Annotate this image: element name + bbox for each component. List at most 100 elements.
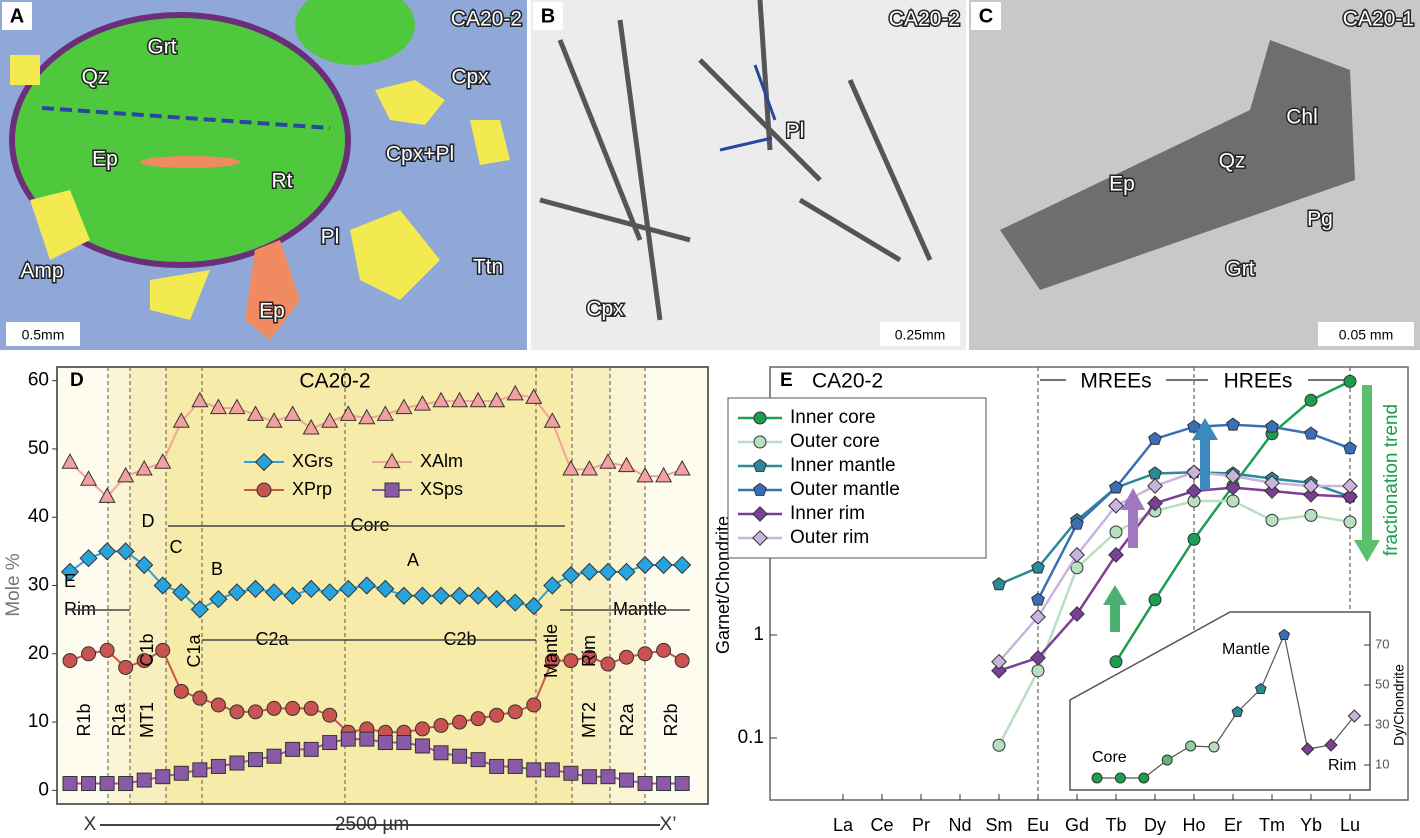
data-point xyxy=(397,736,411,750)
legend-marker xyxy=(385,483,399,497)
label: Ep xyxy=(1109,173,1135,196)
data-point xyxy=(1266,514,1278,526)
y-tick-label: 10 xyxy=(28,711,49,732)
page: A CA20-2 Grt Qz Ep Rt Cpx Cpx+Pl Pl Ttn … xyxy=(0,0,1420,838)
annotation: MREEs xyxy=(1080,370,1151,393)
data-point xyxy=(657,777,671,791)
annotation: Mantle xyxy=(613,599,667,619)
legend-label: Outer core xyxy=(790,431,880,452)
data-point xyxy=(156,770,170,784)
label: Ep xyxy=(259,300,285,323)
data-point xyxy=(249,705,263,719)
data-point xyxy=(471,712,485,726)
annotation: MT1 xyxy=(137,702,157,738)
x-tick-label: Er xyxy=(1224,815,1242,835)
annotation: C2b xyxy=(443,629,476,649)
label: Qz xyxy=(1219,150,1246,173)
data-point xyxy=(415,722,429,736)
data-point xyxy=(1092,773,1102,783)
data-point xyxy=(527,698,541,712)
data-point xyxy=(267,701,281,715)
y-tick-label: 10 xyxy=(1375,756,1389,771)
data-point xyxy=(1186,741,1196,751)
annotation: R2b xyxy=(661,703,681,736)
sample: CA20-2 xyxy=(451,8,522,31)
data-point xyxy=(453,715,467,729)
scale-bar: 0.5mm xyxy=(22,327,65,343)
epidote xyxy=(140,156,240,168)
data-point xyxy=(174,766,188,780)
sample: CA20-1 xyxy=(1343,8,1414,31)
y-tick-label: 70 xyxy=(1375,636,1389,651)
data-point xyxy=(304,701,318,715)
data-point xyxy=(1032,593,1045,605)
annotation: Mantle xyxy=(541,624,561,678)
zone xyxy=(645,367,708,804)
label: Amp xyxy=(20,260,63,283)
panel-letter: C xyxy=(979,5,993,27)
legend-label: XAlm xyxy=(420,451,463,471)
annotation: R1a xyxy=(109,703,129,737)
data-point xyxy=(230,705,244,719)
x-axis-label: X xyxy=(84,814,97,835)
data-point xyxy=(1148,479,1162,493)
annotation: E xyxy=(64,571,76,591)
data-point xyxy=(119,777,133,791)
chart-title: CA20-2 xyxy=(299,370,370,393)
legend-marker xyxy=(754,436,766,448)
data-point xyxy=(100,643,114,657)
y-tick-label: 30 xyxy=(1375,716,1389,731)
y-tick-label: 1 xyxy=(753,624,764,645)
data-point xyxy=(564,766,578,780)
legend-label: Inner mantle xyxy=(790,455,896,476)
data-point xyxy=(527,763,541,777)
data-point xyxy=(471,753,485,767)
annotation: R2a xyxy=(617,703,637,737)
x-axis-label: 2500 µm xyxy=(335,814,409,835)
x-tick-label: Nd xyxy=(948,815,971,835)
data-point xyxy=(1344,375,1356,387)
data-point xyxy=(249,753,263,767)
x-axis-label: X’ xyxy=(660,814,677,835)
data-point xyxy=(415,739,429,753)
legend-marker xyxy=(754,412,766,424)
annotation: C1a xyxy=(184,634,204,668)
data-point xyxy=(638,777,652,791)
data-point xyxy=(360,732,374,746)
annotation: MT2 xyxy=(579,702,599,738)
data-point xyxy=(100,777,114,791)
y-tick-label: 0 xyxy=(38,779,49,800)
y-tick-label: 40 xyxy=(28,506,49,527)
annotation: Core xyxy=(1092,749,1127,766)
data-point xyxy=(993,739,1005,751)
data-point xyxy=(267,749,281,763)
label: Chl xyxy=(1286,106,1318,129)
data-point xyxy=(230,756,244,770)
data-point xyxy=(323,736,337,750)
trend-arrow xyxy=(1103,585,1127,632)
label: Pl xyxy=(786,120,805,143)
data-point xyxy=(434,746,448,760)
x-tick-label: Ce xyxy=(870,815,893,835)
data-point xyxy=(1115,773,1125,783)
data-point xyxy=(1149,467,1162,479)
data-point xyxy=(508,705,522,719)
data-point xyxy=(286,701,300,715)
x-tick-label: Ho xyxy=(1182,815,1205,835)
sample: CA20-2 xyxy=(889,8,960,31)
annotation: Rim xyxy=(579,635,599,667)
data-point xyxy=(137,773,151,787)
x-tick-label: Dy xyxy=(1144,815,1166,835)
data-point xyxy=(286,742,300,756)
data-point xyxy=(378,736,392,750)
data-point xyxy=(675,654,689,668)
data-point xyxy=(156,643,170,657)
label: Cpx xyxy=(451,66,489,89)
y-tick-label: 0.1 xyxy=(738,727,764,748)
data-point xyxy=(657,643,671,657)
label: Grt xyxy=(147,36,176,59)
data-point xyxy=(323,708,337,722)
x-tick-label: Pr xyxy=(912,815,930,835)
annotation: Mantle xyxy=(1222,641,1270,658)
data-point xyxy=(434,718,448,732)
